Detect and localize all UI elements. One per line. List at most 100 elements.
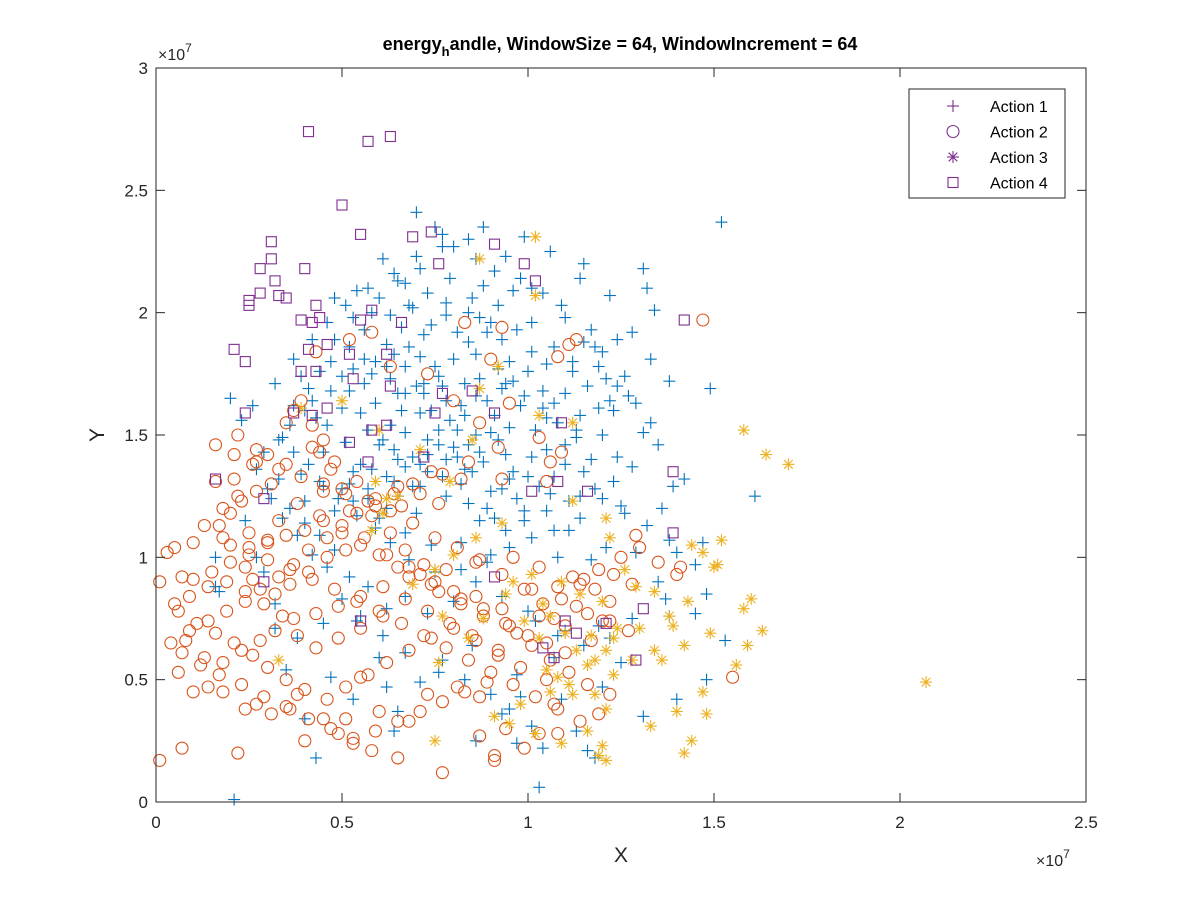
data-point <box>246 457 260 471</box>
data-point <box>316 514 330 528</box>
data-point <box>436 228 449 241</box>
data-point <box>272 433 285 446</box>
data-point <box>249 443 263 457</box>
data-point <box>391 751 405 765</box>
data-point <box>436 470 449 483</box>
data-point <box>626 612 639 625</box>
data-point <box>555 299 568 312</box>
data-point <box>544 487 557 500</box>
legend-entry: Action 2 <box>946 125 1048 142</box>
data-point <box>592 360 605 373</box>
data-point <box>741 639 754 652</box>
data-point <box>238 560 252 574</box>
data-point <box>362 135 374 147</box>
data-point <box>588 340 601 353</box>
data-point <box>651 555 665 569</box>
data-point <box>421 607 434 620</box>
data-point <box>290 629 304 643</box>
y-tick-label: 1.5 <box>124 426 148 445</box>
data-point <box>670 705 683 718</box>
data-point <box>678 314 690 326</box>
data-point <box>335 518 349 533</box>
data-point <box>324 671 337 684</box>
data-point <box>384 380 396 392</box>
data-point <box>265 492 278 505</box>
data-point <box>228 793 241 806</box>
data-point <box>424 631 438 645</box>
data-point <box>264 707 278 721</box>
data-point <box>525 316 538 329</box>
data-point <box>399 590 412 603</box>
data-point <box>394 616 409 630</box>
y-tick-label: 0.5 <box>124 671 148 690</box>
data-point <box>243 299 255 311</box>
x-tick-label: 2.5 <box>1074 813 1098 832</box>
data-point <box>249 484 263 498</box>
data-point <box>611 380 624 393</box>
data-point <box>342 504 356 518</box>
data-point <box>391 714 405 728</box>
data-point <box>362 456 374 468</box>
data-point <box>603 614 617 628</box>
data-point <box>533 781 546 794</box>
series-4 <box>209 126 690 666</box>
data-point <box>502 619 516 633</box>
data-point <box>447 394 461 408</box>
data-point <box>580 678 595 692</box>
data-point <box>208 438 223 452</box>
data-point <box>700 707 713 720</box>
data-point <box>522 605 534 618</box>
data-point <box>532 430 546 444</box>
data-point <box>529 230 542 243</box>
data-point <box>596 492 609 505</box>
data-point <box>339 680 353 694</box>
data-point <box>637 426 650 439</box>
data-point <box>681 595 694 608</box>
data-point <box>562 337 576 352</box>
data-point <box>175 741 189 755</box>
data-point <box>551 580 565 594</box>
data-point <box>551 350 565 364</box>
data-point <box>350 594 364 608</box>
data-point <box>384 419 397 432</box>
data-point <box>920 676 933 689</box>
data-point <box>339 543 353 557</box>
data-point <box>235 494 249 508</box>
data-point <box>696 313 710 327</box>
data-point <box>301 565 316 579</box>
data-point <box>574 588 587 601</box>
data-point <box>354 621 368 635</box>
data-point <box>421 448 434 461</box>
y-tick-label: 2.5 <box>124 181 148 200</box>
data-point <box>295 314 307 326</box>
legend-label: Action 4 <box>990 176 1048 193</box>
data-point <box>265 236 277 248</box>
data-point <box>652 438 665 451</box>
data-point <box>458 673 471 686</box>
data-point <box>458 377 471 390</box>
data-point <box>570 725 583 738</box>
data-point <box>510 626 524 640</box>
data-point <box>510 668 523 681</box>
data-point <box>354 406 367 419</box>
data-point <box>637 603 649 615</box>
data-point <box>376 629 389 642</box>
data-point <box>562 665 576 679</box>
data-point <box>290 496 304 511</box>
data-point <box>607 632 620 645</box>
data-point <box>551 629 564 642</box>
data-point <box>581 658 594 671</box>
data-point <box>160 545 174 559</box>
data-point <box>369 355 382 368</box>
data-point <box>269 377 282 390</box>
data-point <box>574 272 587 285</box>
data-point <box>305 572 319 586</box>
data-point <box>272 462 286 476</box>
data-point <box>406 451 419 464</box>
data-point <box>309 641 323 655</box>
data-point <box>287 611 301 626</box>
data-point <box>227 448 241 462</box>
data-point <box>596 681 609 694</box>
data-point <box>402 553 415 566</box>
